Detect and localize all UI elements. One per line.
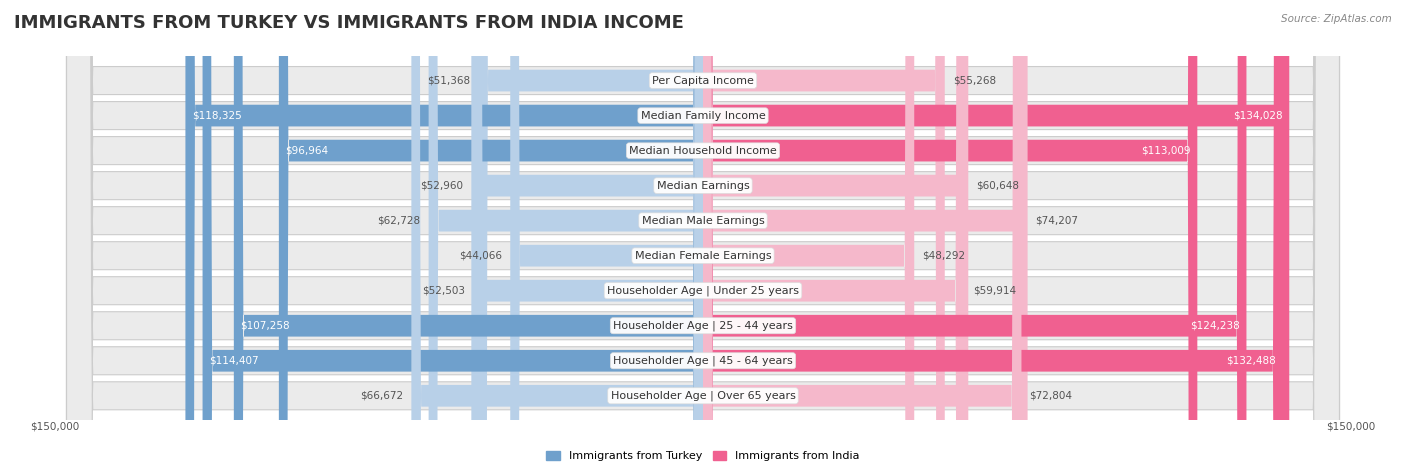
Text: $114,407: $114,407 xyxy=(209,356,259,366)
FancyBboxPatch shape xyxy=(412,0,703,467)
Text: $96,964: $96,964 xyxy=(285,146,329,156)
Text: $48,292: $48,292 xyxy=(922,251,966,261)
Text: $51,368: $51,368 xyxy=(427,76,471,85)
Text: $62,728: $62,728 xyxy=(378,216,420,226)
Text: $74,207: $74,207 xyxy=(1035,216,1078,226)
Text: $107,258: $107,258 xyxy=(240,321,290,331)
Text: $52,960: $52,960 xyxy=(420,181,464,191)
FancyBboxPatch shape xyxy=(66,0,1340,467)
Text: Householder Age | 25 - 44 years: Householder Age | 25 - 44 years xyxy=(613,320,793,331)
Text: Median Male Earnings: Median Male Earnings xyxy=(641,216,765,226)
FancyBboxPatch shape xyxy=(478,0,703,467)
FancyBboxPatch shape xyxy=(703,0,969,467)
FancyBboxPatch shape xyxy=(66,0,1340,467)
Legend: Immigrants from Turkey, Immigrants from India: Immigrants from Turkey, Immigrants from … xyxy=(541,446,865,466)
FancyBboxPatch shape xyxy=(429,0,703,467)
Text: Median Female Earnings: Median Female Earnings xyxy=(634,251,772,261)
FancyBboxPatch shape xyxy=(474,0,703,467)
FancyBboxPatch shape xyxy=(202,0,703,467)
FancyBboxPatch shape xyxy=(703,0,1282,467)
FancyBboxPatch shape xyxy=(510,0,703,467)
Text: Median Earnings: Median Earnings xyxy=(657,181,749,191)
Text: $150,000: $150,000 xyxy=(31,421,80,431)
Text: $59,914: $59,914 xyxy=(973,286,1017,296)
Text: $55,268: $55,268 xyxy=(953,76,995,85)
FancyBboxPatch shape xyxy=(66,0,1340,467)
Text: $60,648: $60,648 xyxy=(976,181,1019,191)
FancyBboxPatch shape xyxy=(66,0,1340,467)
Text: $118,325: $118,325 xyxy=(193,111,242,120)
Text: IMMIGRANTS FROM TURKEY VS IMMIGRANTS FROM INDIA INCOME: IMMIGRANTS FROM TURKEY VS IMMIGRANTS FRO… xyxy=(14,14,683,32)
Text: $44,066: $44,066 xyxy=(460,251,502,261)
Text: Median Household Income: Median Household Income xyxy=(628,146,778,156)
FancyBboxPatch shape xyxy=(703,0,945,467)
FancyBboxPatch shape xyxy=(703,0,1289,467)
Text: Householder Age | Under 25 years: Householder Age | Under 25 years xyxy=(607,285,799,296)
Text: $124,238: $124,238 xyxy=(1189,321,1240,331)
FancyBboxPatch shape xyxy=(66,0,1340,467)
FancyBboxPatch shape xyxy=(66,0,1340,467)
FancyBboxPatch shape xyxy=(703,0,1022,467)
Text: $150,000: $150,000 xyxy=(1326,421,1375,431)
FancyBboxPatch shape xyxy=(66,0,1340,467)
FancyBboxPatch shape xyxy=(703,0,1198,467)
Text: $113,009: $113,009 xyxy=(1142,146,1191,156)
Text: $72,804: $72,804 xyxy=(1029,391,1073,401)
Text: $66,672: $66,672 xyxy=(360,391,404,401)
Text: Median Family Income: Median Family Income xyxy=(641,111,765,120)
Text: Householder Age | 45 - 64 years: Householder Age | 45 - 64 years xyxy=(613,355,793,366)
FancyBboxPatch shape xyxy=(233,0,703,467)
FancyBboxPatch shape xyxy=(186,0,703,467)
FancyBboxPatch shape xyxy=(66,0,1340,467)
Text: Householder Age | Over 65 years: Householder Age | Over 65 years xyxy=(610,390,796,401)
FancyBboxPatch shape xyxy=(278,0,703,467)
FancyBboxPatch shape xyxy=(471,0,703,467)
Text: $52,503: $52,503 xyxy=(422,286,465,296)
Text: $132,488: $132,488 xyxy=(1226,356,1277,366)
FancyBboxPatch shape xyxy=(703,0,965,467)
FancyBboxPatch shape xyxy=(66,0,1340,467)
Text: Source: ZipAtlas.com: Source: ZipAtlas.com xyxy=(1281,14,1392,24)
FancyBboxPatch shape xyxy=(703,0,914,467)
FancyBboxPatch shape xyxy=(703,0,1247,467)
FancyBboxPatch shape xyxy=(703,0,1028,467)
Text: Per Capita Income: Per Capita Income xyxy=(652,76,754,85)
FancyBboxPatch shape xyxy=(66,0,1340,467)
Text: $134,028: $134,028 xyxy=(1233,111,1282,120)
